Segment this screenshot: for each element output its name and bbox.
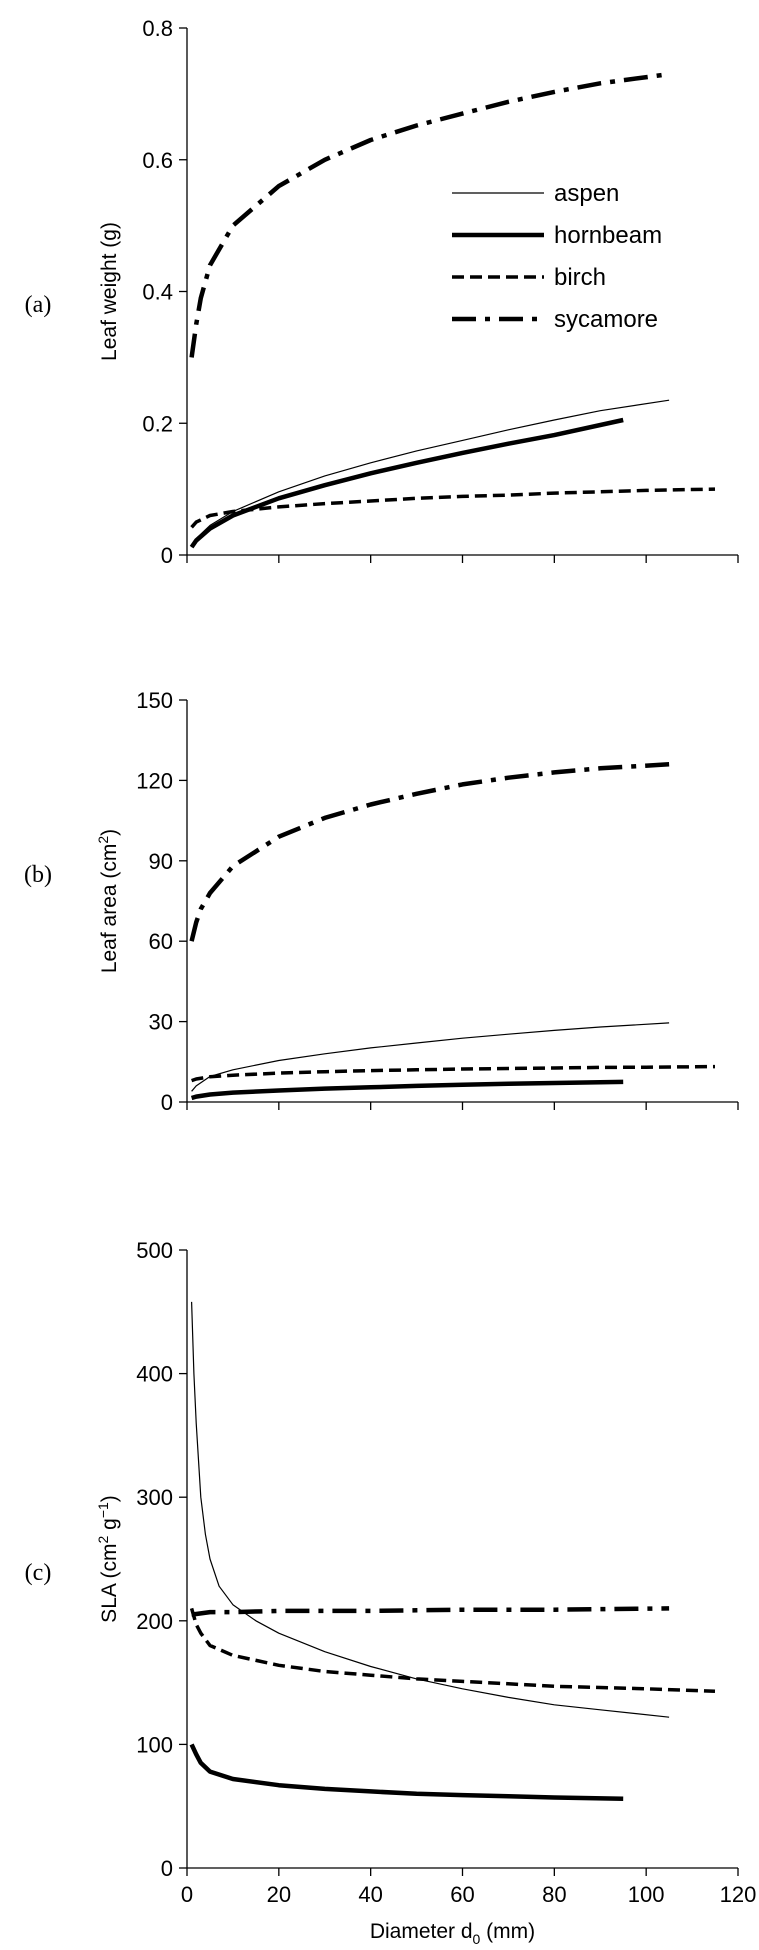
series-line-birch xyxy=(191,1064,716,1083)
y-tick-label: 90 xyxy=(149,849,173,874)
series-line-aspen xyxy=(191,1301,670,1718)
x-axis-label: Diameter d0 (mm) xyxy=(370,1920,535,1947)
panel-1: 0 0.2 0.4 0.6 0.8 Leaf weight (g) (a) aspen horn… xyxy=(25,16,739,568)
y-tick-label: 60 xyxy=(149,929,173,954)
panel-label: (b) xyxy=(24,862,52,888)
x-tick-label: 0 xyxy=(181,1882,193,1907)
legend-label: aspen xyxy=(554,180,619,207)
x-tick-label: 100 xyxy=(628,1882,665,1907)
x-tick-label: 80 xyxy=(542,1882,566,1907)
series-line-sycamore xyxy=(189,71,670,358)
x-tick-label: 120 xyxy=(720,1882,757,1907)
y-axis-label: SLA (cm2 g−1) xyxy=(95,1495,121,1623)
series-line-sycamore xyxy=(191,1606,670,1617)
y-tick-label: 300 xyxy=(136,1485,173,1510)
series-line-sycamore xyxy=(189,762,670,942)
x-tick-label: 20 xyxy=(267,1882,291,1907)
legend-label: sycamore xyxy=(554,306,658,333)
y-tick-label: 0 xyxy=(161,1856,173,1881)
y-axis-label: Leaf weight (g) xyxy=(98,222,121,361)
series-line-hornbeam xyxy=(189,1743,624,1802)
y-tick-label: 0.8 xyxy=(142,16,173,41)
y-tick-label: 0 xyxy=(161,543,173,568)
series-line-hornbeam xyxy=(189,417,624,549)
y-tick-label: 0 xyxy=(161,1090,173,1115)
series-line-birch xyxy=(190,487,716,529)
y-tick-label: 0.4 xyxy=(142,280,173,305)
series-line-aspen xyxy=(191,399,670,548)
x-tick-label: 40 xyxy=(358,1882,382,1907)
legend: aspen hornbeam birch sycamore xyxy=(452,180,662,333)
panel-label: (c) xyxy=(25,1560,52,1586)
y-tick-label: 100 xyxy=(136,1732,173,1757)
panel-2: 0 30 60 90 120 150 Leaf area (cm2) (b) xyxy=(24,688,739,1115)
y-tick-label: 150 xyxy=(136,688,173,713)
legend-label: hornbeam xyxy=(554,222,662,249)
legend-label: birch xyxy=(554,264,606,291)
panel-3: 0 100 200 300 400 500 0 20 40 60 80 100 120 SLA (cm2 … xyxy=(25,1238,757,1947)
panel-label: (a) xyxy=(25,292,52,318)
y-tick-label: 30 xyxy=(149,1010,173,1035)
y-tick-label: 500 xyxy=(136,1238,173,1263)
y-tick-label: 0.6 xyxy=(142,148,173,173)
y-tick-label: 0.2 xyxy=(142,411,173,436)
y-axis-label: Leaf area (cm2) xyxy=(95,829,121,973)
y-tick-label: 400 xyxy=(136,1362,173,1387)
series-line-birch xyxy=(189,1607,716,1694)
y-tick-label: 120 xyxy=(136,768,173,793)
y-tick-label: 200 xyxy=(136,1609,173,1634)
series-line-hornbeam xyxy=(190,1079,624,1101)
x-tick-label: 60 xyxy=(450,1882,474,1907)
